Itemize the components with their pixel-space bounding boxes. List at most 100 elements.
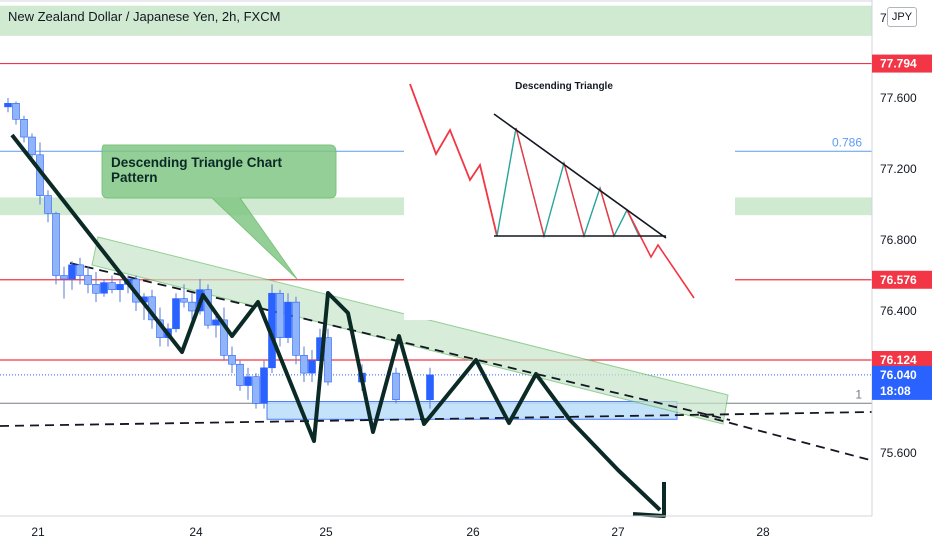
x-tick-label: 26 [466, 525, 480, 539]
candle-body [12, 103, 20, 120]
price-path-zigzag [10, 133, 662, 512]
candle-body [180, 298, 188, 303]
candle-body [20, 119, 28, 138]
candle-body [92, 284, 100, 294]
candle [116, 279, 124, 303]
y-tick-label: 75.600 [880, 446, 917, 460]
candle-body [116, 284, 124, 290]
y-tick-label: 77.200 [880, 162, 917, 176]
x-tick-label: 28 [756, 525, 770, 539]
current-price-label: 76.040 [880, 368, 917, 382]
supply-zone-lower-right [735, 197, 872, 216]
candle-body [228, 355, 236, 365]
candle-body [236, 363, 244, 386]
level-tag-label: 76.124 [880, 353, 917, 367]
candle [68, 261, 76, 290]
candle [4, 98, 12, 113]
candle-body [100, 282, 108, 294]
candle-body [276, 292, 284, 338]
callout-bubble [101, 144, 337, 280]
candle-body [300, 355, 308, 374]
candle-body [172, 298, 180, 330]
y-tick-label: 76.400 [880, 304, 917, 318]
candle [292, 296, 300, 365]
fib-label-1: 1 [855, 387, 862, 401]
y-tick-label: 76.800 [880, 233, 917, 247]
candle-body [4, 103, 12, 108]
candle-body [188, 301, 196, 312]
candle [12, 101, 20, 125]
candle-body [284, 301, 292, 338]
candle-body [324, 337, 332, 383]
inset-title: Descending Triangle [515, 81, 613, 92]
candle [308, 350, 316, 382]
candle [52, 211, 60, 285]
level-tag-label: 76.576 [880, 273, 917, 287]
candle [100, 279, 108, 297]
resistance-trendline-dashed [69, 262, 731, 421]
candle [60, 266, 68, 299]
candle [20, 115, 28, 143]
level-tag-label: 77.794 [880, 57, 917, 71]
x-tick-label: 24 [189, 525, 203, 539]
candle [252, 373, 260, 409]
candle [236, 360, 244, 391]
candle [228, 346, 236, 374]
countdown-label: 18:08 [880, 384, 911, 398]
x-tick-label: 25 [319, 525, 333, 539]
candle [76, 257, 84, 285]
candle [260, 360, 268, 409]
candle-body [52, 213, 60, 276]
candle [276, 289, 284, 347]
candle [172, 293, 180, 333]
candle [220, 307, 228, 361]
inset-red-line [409, 83, 498, 237]
candle [180, 284, 188, 308]
candle-body [28, 136, 36, 156]
candle-body [108, 282, 116, 291]
fib-label-0786: 0.786 [832, 135, 862, 149]
candle-body [252, 376, 260, 404]
currency-button[interactable]: JPY [887, 7, 917, 27]
x-tick-label: 21 [31, 525, 45, 539]
projection-dashed [699, 414, 871, 461]
candle [244, 367, 252, 400]
candle-body [426, 374, 434, 401]
candle [426, 367, 434, 409]
level-tag [872, 270, 932, 289]
candle-body [44, 195, 52, 214]
candle-body [244, 376, 252, 386]
candle-body [292, 301, 300, 356]
candle-body [76, 264, 84, 276]
candle-body [60, 275, 68, 280]
candle [300, 346, 308, 382]
chart-title: New Zealand Dollar / Japanese Yen, 2h, F… [8, 9, 281, 24]
candle [108, 275, 116, 294]
support-trendline-dashed [0, 411, 873, 427]
candle [28, 133, 36, 161]
candle [392, 367, 400, 404]
candle [44, 190, 52, 223]
candle-body [392, 372, 400, 401]
y-tick-label: 77.600 [880, 91, 917, 105]
current-price-tag [872, 365, 932, 400]
candle [84, 266, 92, 294]
inset-red-seg [599, 187, 615, 237]
candle [324, 328, 332, 386]
candle [92, 271, 100, 303]
candle-body [84, 275, 92, 285]
inset-resistance [493, 113, 667, 239]
inset-red-seg [563, 162, 585, 237]
candle-body [308, 360, 316, 374]
candle-body [68, 264, 76, 280]
inset-red-seg [515, 127, 545, 237]
candle-body [212, 319, 220, 326]
candle [284, 293, 292, 343]
supply-zone-lower-left [0, 197, 404, 216]
level-tag [872, 54, 932, 73]
candles-group [4, 98, 434, 409]
inset-panel [404, 70, 735, 320]
x-tick-label: 27 [611, 525, 625, 539]
